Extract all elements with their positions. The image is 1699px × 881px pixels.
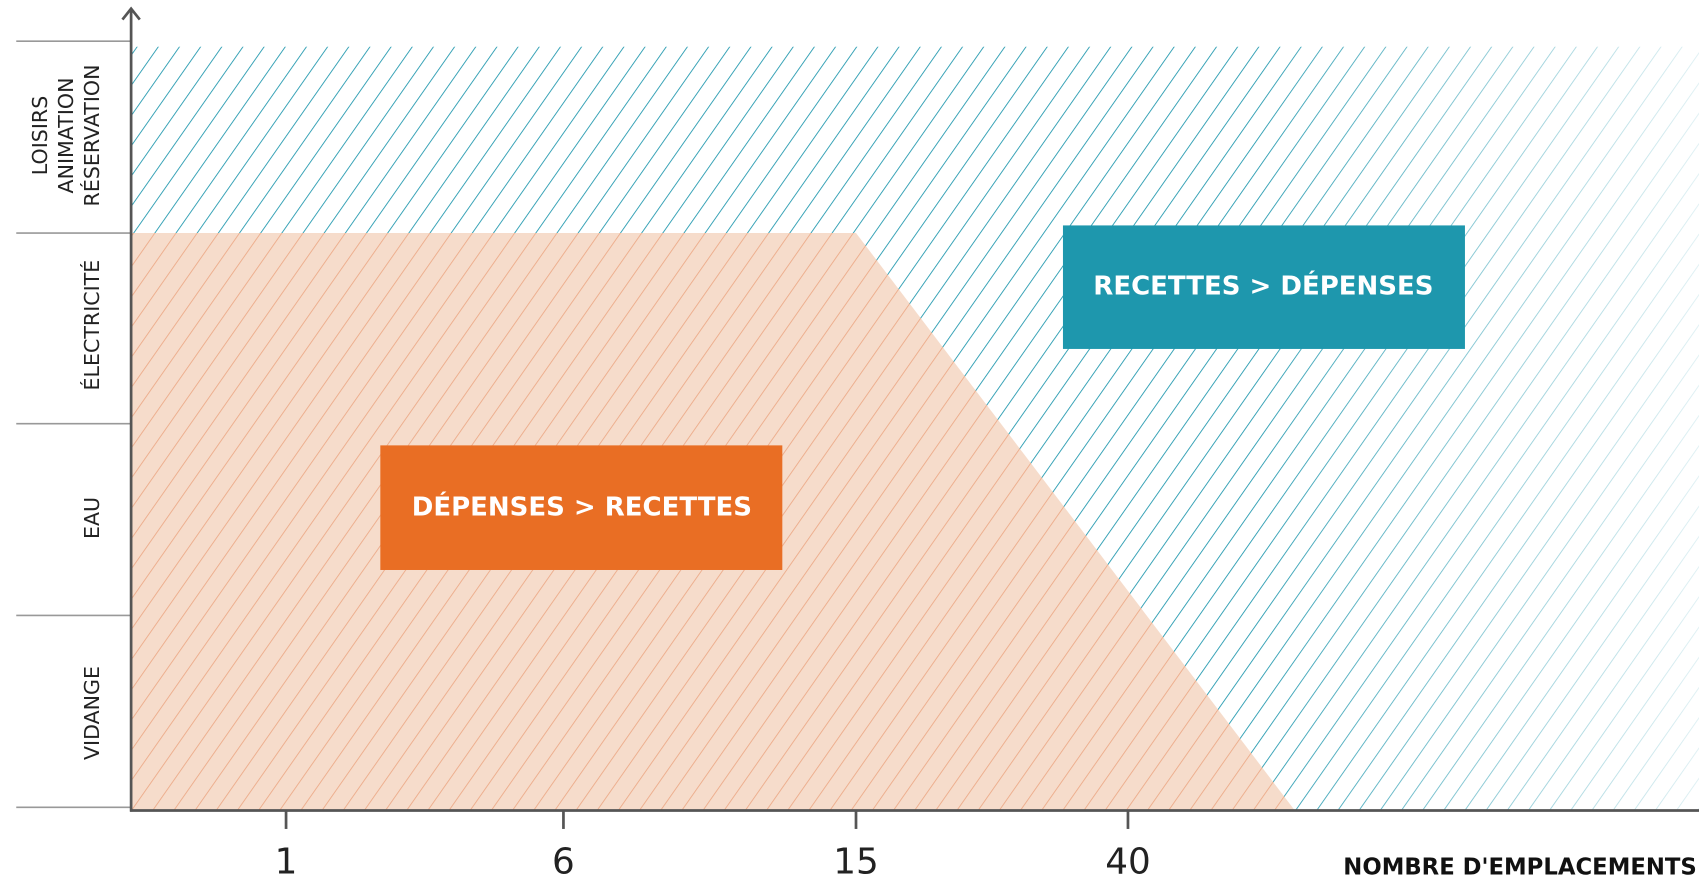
row-label: VIDANGE (80, 666, 104, 760)
x-ticks: 1 6 15 40 (275, 842, 1151, 881)
row-separators (16, 40, 132, 809)
row-label: ANIMATION (54, 77, 78, 193)
x-axis-label: NOMBRE D'EMPLACEMENTS (1343, 854, 1697, 880)
row-label: EAU (80, 497, 104, 539)
x-tick-label: 40 (1105, 842, 1151, 881)
axes (121, 6, 1699, 829)
x-tick-label: 1 (275, 842, 298, 881)
row-label: LOISIRS (28, 96, 52, 175)
row-label: RÉSERVATION (79, 64, 104, 206)
x-tick-label: 15 (833, 842, 879, 881)
loss-box (380, 445, 783, 570)
row-labels: VIDANGE EAU ÉLECTRICITÉ LOISIRS ANIMATIO… (28, 64, 104, 760)
x-tick-label: 6 (552, 842, 575, 881)
profit-box (1062, 225, 1465, 349)
loss-label: DÉPENSES > RECETTES (412, 491, 752, 523)
row-label: ÉLECTRICITÉ (79, 260, 104, 391)
profit-label: RECETTES > DÉPENSES (1093, 270, 1433, 302)
